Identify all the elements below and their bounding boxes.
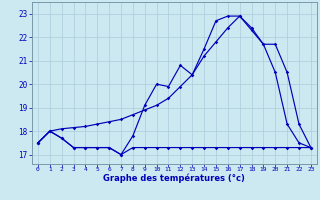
X-axis label: Graphe des températures (°c): Graphe des températures (°c) xyxy=(103,174,245,183)
